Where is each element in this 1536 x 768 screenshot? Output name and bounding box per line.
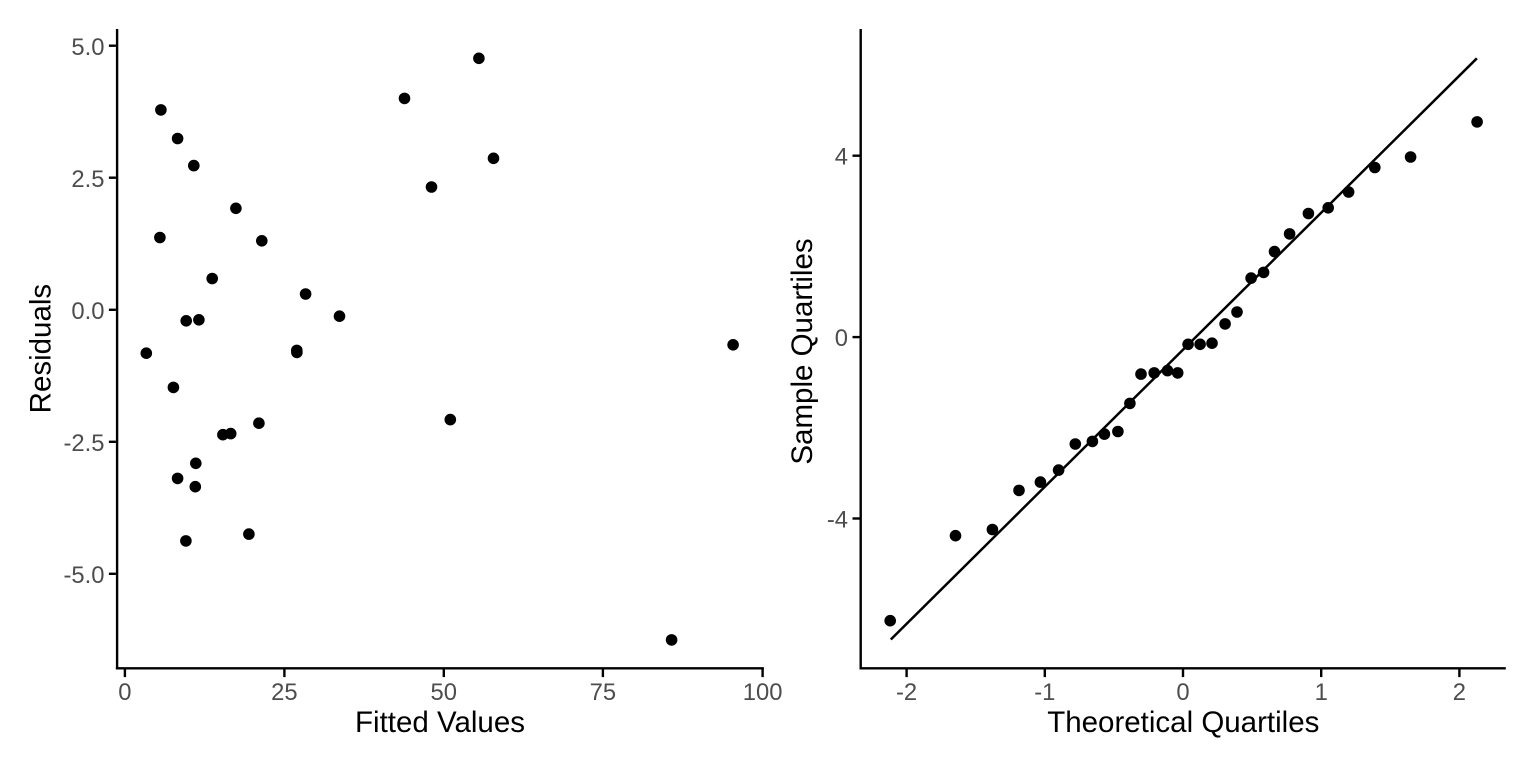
svg-text:5.0: 5.0 (71, 34, 104, 61)
svg-text:0: 0 (1176, 679, 1189, 706)
svg-text:-2: -2 (896, 679, 917, 706)
svg-text:4: 4 (835, 144, 848, 171)
svg-text:25: 25 (271, 679, 297, 706)
svg-text:-1: -1 (1034, 679, 1055, 706)
svg-text:0: 0 (835, 325, 848, 352)
svg-text:-5.0: -5.0 (63, 562, 104, 589)
svg-text:2: 2 (1453, 679, 1466, 706)
svg-text:100: 100 (743, 679, 783, 706)
svg-text:75: 75 (590, 679, 616, 706)
svg-text:0: 0 (118, 679, 131, 706)
svg-text:Fitted Values: Fitted Values (355, 706, 525, 739)
svg-text:-2.5: -2.5 (63, 430, 104, 457)
svg-text:0.0: 0.0 (71, 298, 104, 325)
svg-text:1: 1 (1315, 679, 1328, 706)
svg-text:Sample Quartiles: Sample Quartiles (786, 238, 819, 464)
svg-text:2.5: 2.5 (71, 166, 104, 193)
svg-text:50: 50 (431, 679, 457, 706)
svg-text:Theoretical Quartiles: Theoretical Quartiles (1047, 706, 1319, 739)
svg-text:Residuals: Residuals (25, 284, 58, 414)
svg-text:-4: -4 (827, 507, 848, 534)
